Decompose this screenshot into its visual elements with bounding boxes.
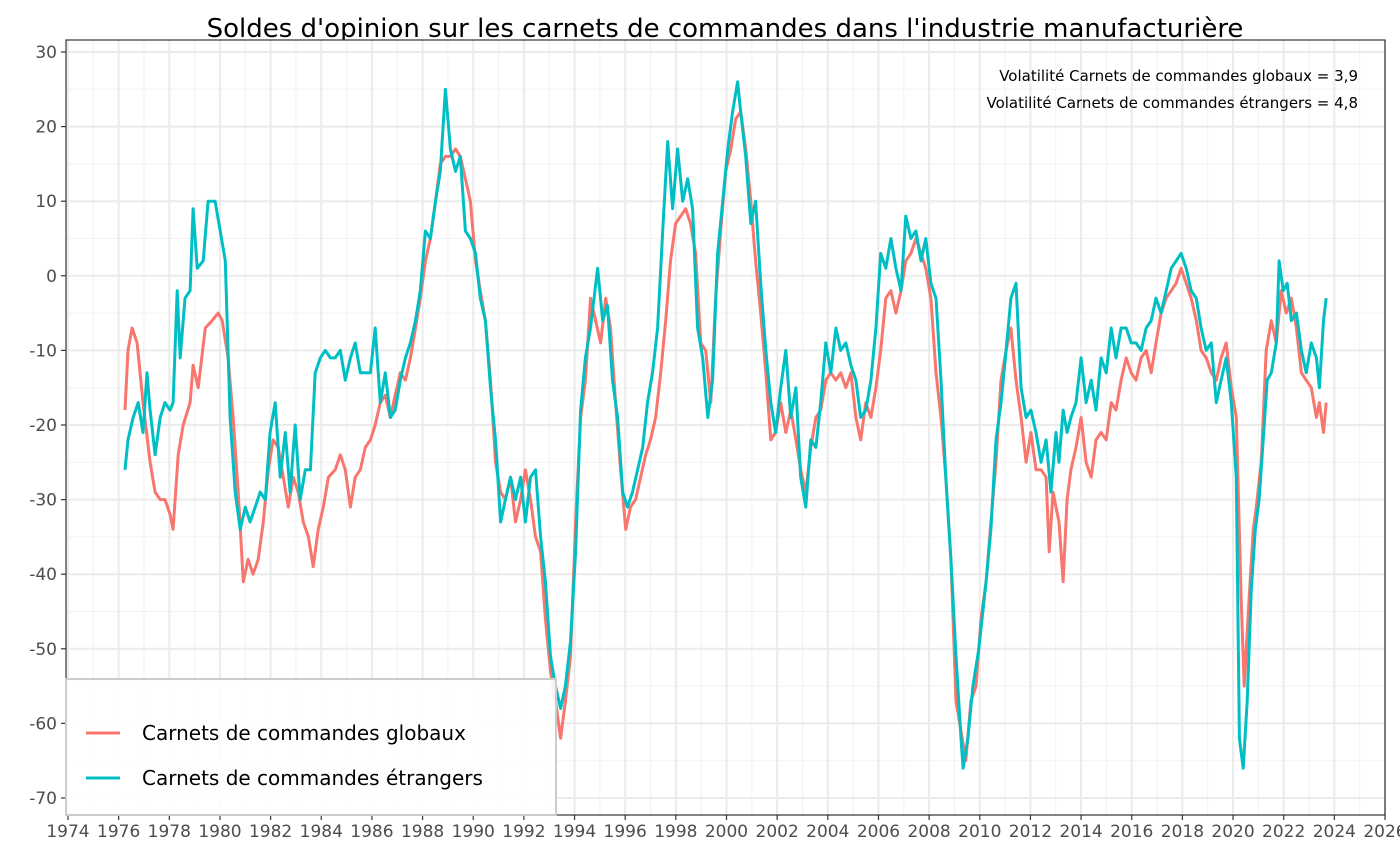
series-lines	[123, 80, 1328, 770]
x-tick-label: 1990	[452, 822, 495, 842]
x-tick-label: 2008	[907, 822, 950, 842]
x-tick-label: 1976	[97, 822, 140, 842]
x-tick-label: 2016	[1110, 822, 1153, 842]
y-tick-label: -20	[29, 416, 57, 436]
x-tick-label: 2018	[1161, 822, 1204, 842]
x-tick-label: 1982	[249, 822, 292, 842]
x-tick-label: 2026	[1363, 822, 1400, 842]
x-tick-label: 2012	[1009, 822, 1052, 842]
legend-label-etrangers: Carnets de commandes étrangers	[142, 766, 483, 790]
y-tick-label: 30	[35, 43, 57, 63]
x-tick-label: 1974	[46, 822, 89, 842]
x-tick-label: 2022	[1262, 822, 1305, 842]
y-tick-label: 0	[46, 267, 57, 287]
x-tick-label: 2024	[1313, 822, 1356, 842]
x-tick-label: 2014	[1059, 822, 1102, 842]
y-tick-label: -10	[29, 341, 57, 361]
x-tick-label: 2002	[756, 822, 799, 842]
x-tick-label: 1980	[198, 822, 241, 842]
legend: Carnets de commandes globaux Carnets de …	[65, 678, 557, 816]
annotation-volatility-globaux: Volatilité Carnets de commandes globaux …	[999, 67, 1358, 85]
x-tick-label: 1992	[502, 822, 545, 842]
x-tick-label: 2000	[705, 822, 748, 842]
panel-border	[65, 39, 1386, 816]
y-tick-label: 20	[35, 118, 57, 138]
x-tick-label: 2006	[857, 822, 900, 842]
legend-box	[65, 678, 557, 816]
x-tick-label: 1998	[654, 822, 697, 842]
x-tick-label: 2010	[958, 822, 1001, 842]
series-line-etrangers	[123, 80, 1328, 770]
x-tick-label: 2004	[806, 822, 849, 842]
x-tick-label: 1978	[148, 822, 191, 842]
y-tick-label: -30	[29, 491, 57, 511]
y-tick-label: -70	[29, 789, 57, 809]
x-tick-label: 1996	[604, 822, 647, 842]
x-tick-label: 1986	[350, 822, 393, 842]
y-tick-label: -50	[29, 640, 57, 660]
y-tick-label: -60	[29, 714, 57, 734]
x-tick-label: 1994	[553, 822, 596, 842]
axes: 1974 1976 1978 1980 1982 1984 1986 1988 1990 1992…	[29, 43, 1400, 842]
y-tick-label: 10	[35, 192, 57, 212]
series-line-globaux	[123, 110, 1328, 763]
y-tick-label: -40	[29, 565, 57, 585]
annotation-volatility-etrangers: Volatilité Carnets de commandes étranger…	[986, 94, 1358, 112]
chart-title: Soldes d'opinion sur les carnets de comm…	[207, 14, 1244, 44]
x-tick-label: 2020	[1211, 822, 1254, 842]
x-tick-label: 1984	[300, 822, 343, 842]
x-tick-label: 1988	[401, 822, 444, 842]
legend-label-globaux: Carnets de commandes globaux	[142, 721, 466, 745]
